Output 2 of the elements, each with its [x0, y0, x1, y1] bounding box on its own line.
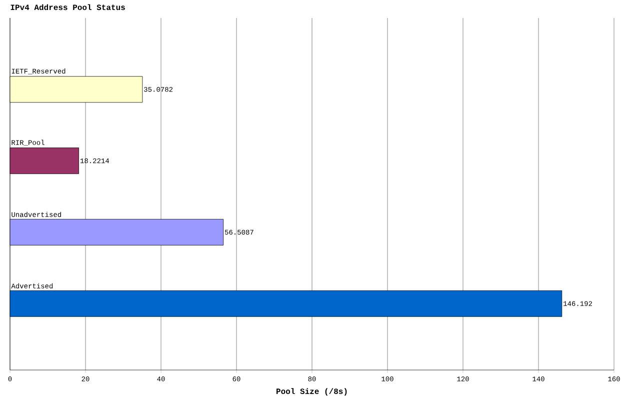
x-axis-title: Pool Size (/8s) [276, 388, 347, 396]
chart-title: IPv4 Address Pool Status [10, 4, 125, 10]
